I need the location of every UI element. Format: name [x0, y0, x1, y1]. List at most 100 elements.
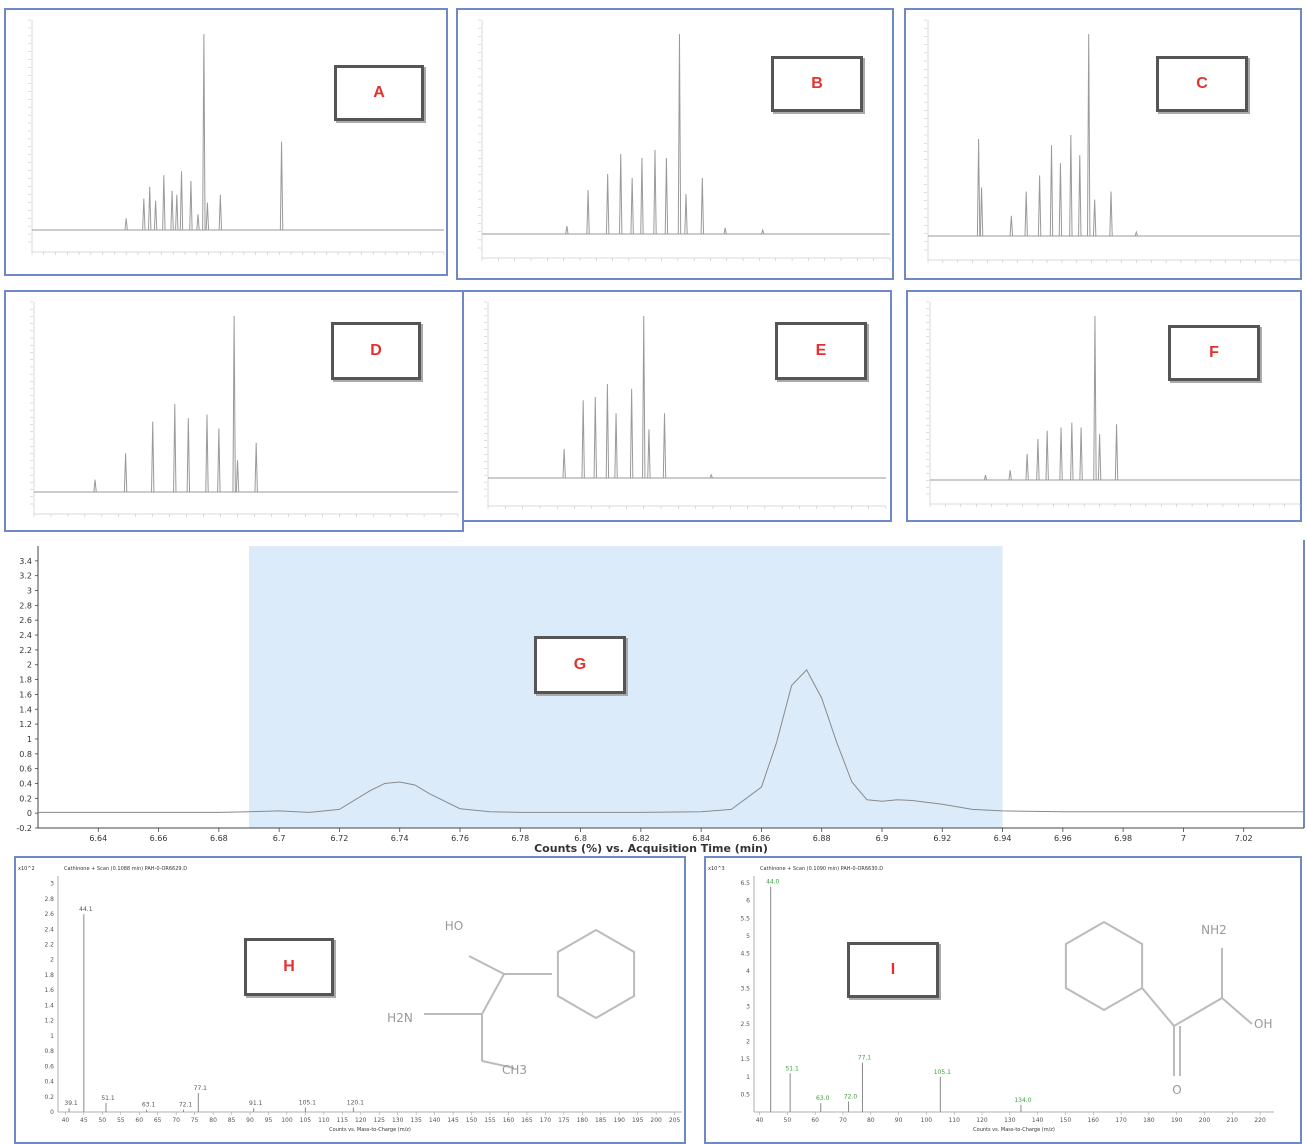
x-tick-label: 75 — [191, 1117, 199, 1124]
y-tick-label: 2.8 — [44, 896, 54, 903]
y-exponent-label: x10^3 — [708, 866, 725, 872]
chromatogram-peak — [162, 175, 166, 231]
panel-label-d: D — [331, 322, 421, 380]
x-tick-label: 60 — [135, 1117, 143, 1124]
x-tick-label: 170 — [1115, 1117, 1127, 1124]
y-tick-label: 3 — [27, 587, 32, 596]
y-tick-label: 2.4 — [44, 926, 54, 933]
molecule-structure-i: NH2 OH O — [1064, 920, 1272, 1097]
x-tick-label: 85 — [228, 1117, 236, 1124]
chromatogram-peak — [1087, 33, 1091, 237]
x-tick-label: 210 — [1227, 1117, 1239, 1124]
chromatogram-peak — [614, 413, 618, 479]
molecule-structure-h: HO H2N CH3 — [387, 919, 636, 1077]
x-tick-label: 80 — [209, 1117, 217, 1124]
x-tick-label: 50 — [98, 1117, 106, 1124]
x-tick-label: 80 — [867, 1117, 875, 1124]
x-tick-label: 7.02 — [1235, 834, 1253, 843]
x-tick-label: 90 — [895, 1117, 903, 1124]
chromatogram-peak — [175, 194, 179, 231]
panel-frame — [462, 290, 892, 522]
chromatogram-peak — [232, 315, 236, 493]
x-tick-label: 95 — [265, 1117, 273, 1124]
spectrum-title: Cathinone + Scan (0.1090 min) PAH-0-OR66… — [760, 866, 883, 872]
chromatogram-peak — [629, 388, 634, 479]
chromatogram-peak — [173, 403, 177, 493]
chromatogram-peak — [186, 418, 191, 493]
chromatogram-peak — [562, 448, 566, 479]
chromatogram-peak — [976, 139, 981, 237]
y-tick-label: 2.6 — [44, 911, 54, 918]
y-tick-label: 1 — [50, 1033, 54, 1040]
chromatogram-peak — [630, 177, 634, 235]
x-tick-label: 165 — [521, 1117, 533, 1124]
chromatogram-peak — [1037, 175, 1042, 237]
x-tick-label: 180 — [1143, 1117, 1155, 1124]
benzene-ring — [556, 928, 636, 1020]
chromatogram-peak — [662, 413, 667, 479]
x-tick-label: 70 — [839, 1117, 847, 1124]
y-tick-label: 0.8 — [19, 750, 32, 759]
y-tick-label: 2.5 — [740, 1021, 750, 1028]
chromatogram-peak — [205, 202, 210, 231]
panel-label-e: E — [775, 322, 867, 380]
y-tick-label: 1.6 — [44, 987, 54, 994]
x-tick-label: 6.8 — [574, 834, 587, 843]
spectrum-title: Cathinone + Scan (0.1088 min) PAH-0-OR66… — [64, 866, 187, 872]
y-tick-label: 1.2 — [19, 720, 32, 729]
bond — [1173, 997, 1223, 1027]
y-tick-label: 6 — [746, 898, 750, 905]
chromatogram-peak — [1092, 199, 1097, 237]
x-tick-label: 160 — [503, 1117, 515, 1124]
chromatogram-peak — [235, 460, 240, 493]
x-tick-label: 6.96 — [1054, 834, 1072, 843]
x-tick-label: 6.92 — [933, 834, 951, 843]
panel-frame — [14, 856, 686, 1144]
y-tick-label: 0.2 — [19, 794, 32, 803]
x-tick-label: 150 — [1060, 1117, 1072, 1124]
y-tick-label: 2 — [50, 957, 54, 964]
chromatogram-peak — [123, 453, 128, 493]
y-tick-label: -0.2 — [16, 824, 32, 833]
panel-frame — [904, 8, 1302, 280]
chromatogram-peak — [1009, 215, 1014, 237]
chromatogram-peak — [205, 414, 209, 493]
x-tick-label: 120 — [355, 1117, 367, 1124]
x-tick-label: 65 — [154, 1117, 162, 1124]
chromatogram-peak — [1079, 427, 1083, 481]
x-axis-title: Counts (%) vs. Acquisition Time (min) — [534, 842, 768, 855]
x-tick-label: 120 — [976, 1117, 988, 1124]
y-tick-label: 0 — [27, 809, 32, 818]
x-tick-label: 115 — [337, 1117, 349, 1124]
chart-a — [4, 8, 448, 276]
peak-label: 51.1 — [785, 1065, 799, 1072]
x-tick-label: 140 — [429, 1117, 441, 1124]
x-tick-label: 6.94 — [994, 834, 1012, 843]
chromatogram-peak — [664, 157, 669, 235]
atom-label: NH2 — [1201, 923, 1227, 937]
x-tick-label: 140 — [1032, 1117, 1044, 1124]
chromatogram-peak — [170, 190, 174, 231]
chart-b — [456, 8, 894, 280]
mass-spectrum-panel-h: x10^2 Cathinone + Scan (0.1088 min) PAH-0… — [14, 856, 686, 1144]
x-tick-label: 6.68 — [210, 834, 228, 843]
peak-label: 44.0 — [766, 879, 780, 886]
x-tick-label: 6.9 — [876, 834, 889, 843]
chromatogram-peak — [153, 200, 158, 231]
x-tick-label: 45 — [80, 1117, 88, 1124]
x-tick-label: 40 — [756, 1117, 764, 1124]
x-tick-label: 190 — [1171, 1117, 1183, 1124]
chromatogram-peak — [1114, 424, 1119, 481]
peak-label: 91.1 — [249, 1100, 263, 1107]
chromatogram-peak — [189, 180, 193, 231]
chromatogram-peak — [1093, 315, 1097, 481]
chromatogram-peak — [179, 171, 184, 231]
chromatogram-trace — [38, 669, 1304, 813]
chromatogram-peak — [217, 428, 221, 493]
y-exponent-label: x10^2 — [18, 866, 35, 872]
peak-label: 72.1 — [179, 1102, 193, 1109]
y-tick-label: 4 — [746, 968, 750, 975]
bond — [1141, 987, 1175, 1027]
chromatogram-peak — [723, 227, 727, 235]
chromatogram-peak — [148, 186, 152, 231]
